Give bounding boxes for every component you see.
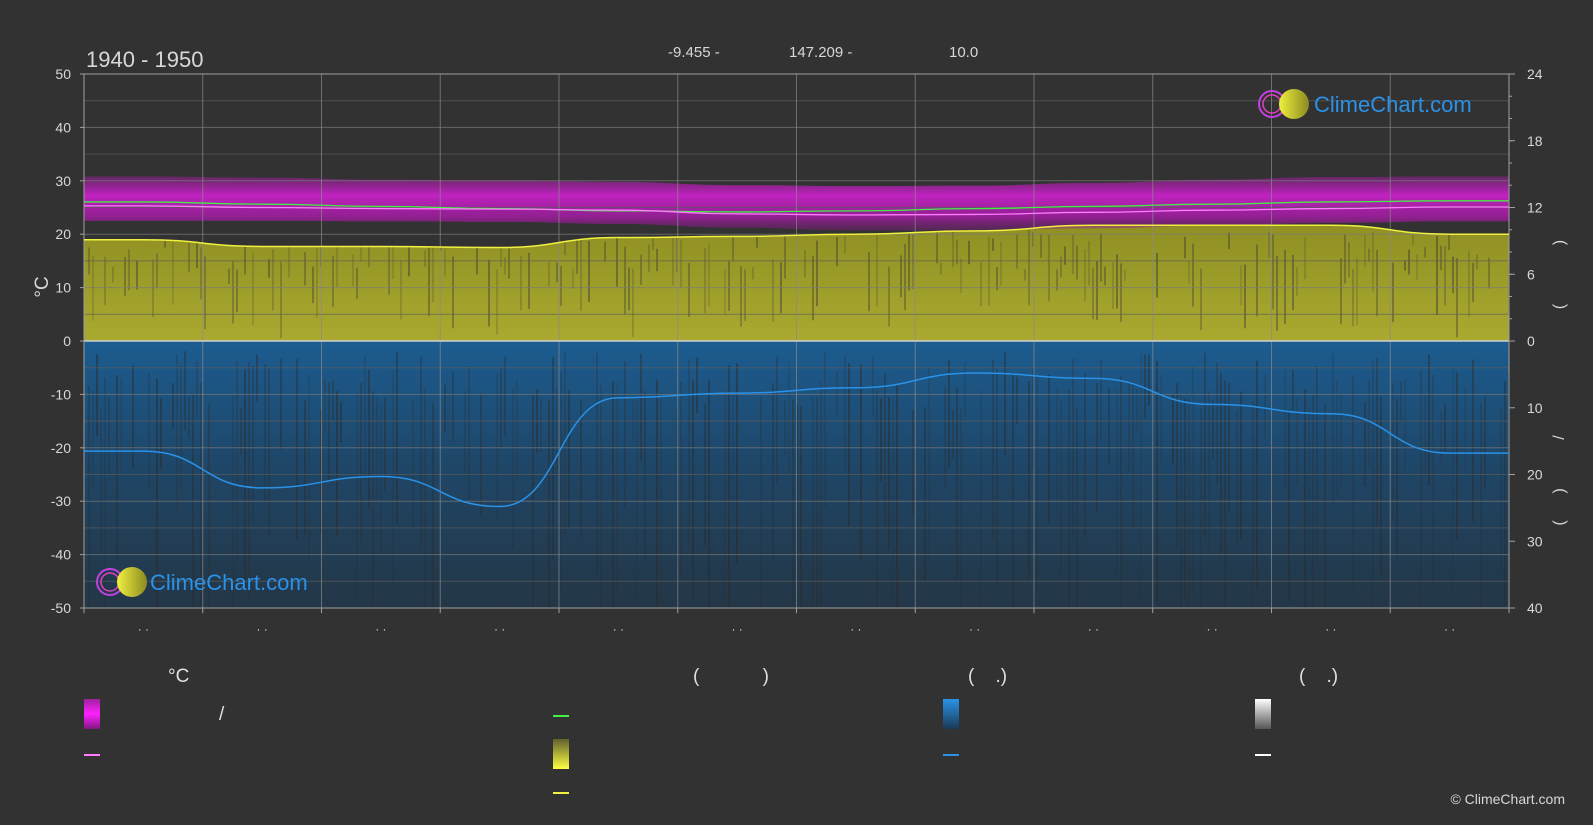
y-tick-label: 10 (55, 280, 71, 296)
logo-text-top: ClimeChart.com (1314, 92, 1472, 117)
y2-axis-label-glyph: ( (1551, 303, 1568, 309)
x-tick-label: · · (1206, 622, 1217, 636)
y2-upper-tick-label: 6 (1527, 266, 1535, 282)
y-tick-label: 40 (55, 119, 71, 135)
x-tick-label: · · (850, 622, 861, 636)
daylight-line (84, 200, 1509, 213)
temperature-mean-line (84, 205, 1509, 216)
y-tick-label: 0 (63, 333, 71, 349)
copyright: © ClimeChart.com (1450, 791, 1565, 807)
chart-period-title: 1940 - 1950 (86, 47, 204, 72)
y-tick-label: 30 (55, 173, 71, 189)
x-tick-label: · · (494, 622, 505, 636)
legend-snow-header: ( .) (1299, 666, 1339, 687)
legend-swatch-temp-range (84, 699, 100, 729)
x-tick-label: · · (969, 622, 980, 636)
x-tick-label: · · (1444, 622, 1455, 636)
x-tick-label: · · (1088, 622, 1099, 636)
x-tick-label: · · (256, 622, 267, 636)
precipitation-line (84, 372, 1509, 508)
y-tick-label: -40 (51, 547, 71, 563)
legend-rain-header: ( .) (968, 666, 1008, 687)
y-tick-label: -50 (51, 600, 71, 616)
logo-text-bottom: ClimeChart.com (150, 570, 308, 595)
y2-lower-tick-label: 20 (1527, 467, 1543, 483)
latitude-label: -9.455 - (668, 44, 720, 61)
x-tick-label: · · (1325, 622, 1336, 636)
y-tick-label: -30 (51, 493, 71, 509)
legend-temp-slash: / (219, 704, 225, 725)
series-lines (84, 200, 1509, 508)
grid (83, 73, 1510, 609)
climechart-logo-top: ClimeChart.com (1258, 89, 1472, 119)
y-tick-label: 20 (55, 226, 71, 242)
legend-swatch-snow (1255, 699, 1271, 729)
y2-upper-tick-label: 24 (1527, 66, 1543, 82)
y2-axis-label-glyph: ( (1551, 520, 1568, 526)
y-axis-label: °C (32, 276, 53, 297)
climechart-logo-bottom: ClimeChart.com (96, 567, 308, 597)
x-tick-label: · · (731, 622, 742, 636)
elevation-label: 10.0 (949, 44, 979, 61)
sunshine-line (84, 224, 1509, 249)
longitude-label: 147.209 - (789, 44, 853, 61)
y2-axis-label-glyph: ) (1551, 240, 1568, 245)
y2-upper-tick-label: 18 (1527, 133, 1543, 149)
legend-sun-header: ( ) (693, 666, 769, 687)
y2-lower-tick-label: 40 (1527, 600, 1543, 616)
y-tick-label: -20 (51, 440, 71, 456)
y2-upper-tick-label: 0 (1527, 333, 1535, 349)
y2-axis-label-glyph: / (1551, 435, 1568, 440)
y-tick-label: 50 (55, 66, 71, 82)
axes: 50 40 30 20 10 0 -10 -20 -30 -40 -50 24 18 12 6 0 10 20 30… (32, 66, 1568, 636)
y2-upper-tick-label: 12 (1527, 200, 1543, 216)
texture-streaks (88, 229, 1509, 608)
y2-axis-label-glyph: ) (1551, 488, 1568, 493)
x-tick-label: · · (138, 622, 149, 636)
x-tick-label: · · (375, 622, 386, 636)
legend-swatch-rain (943, 699, 959, 729)
y2-lower-tick-label: 10 (1527, 400, 1543, 416)
y2-lower-tick-label: 30 (1527, 533, 1543, 549)
y-tick-label: -10 (51, 386, 71, 402)
legend-swatch-sunshine (553, 739, 569, 769)
legend-temp-header: °C (168, 666, 190, 687)
x-tick-label: · · (613, 622, 624, 636)
